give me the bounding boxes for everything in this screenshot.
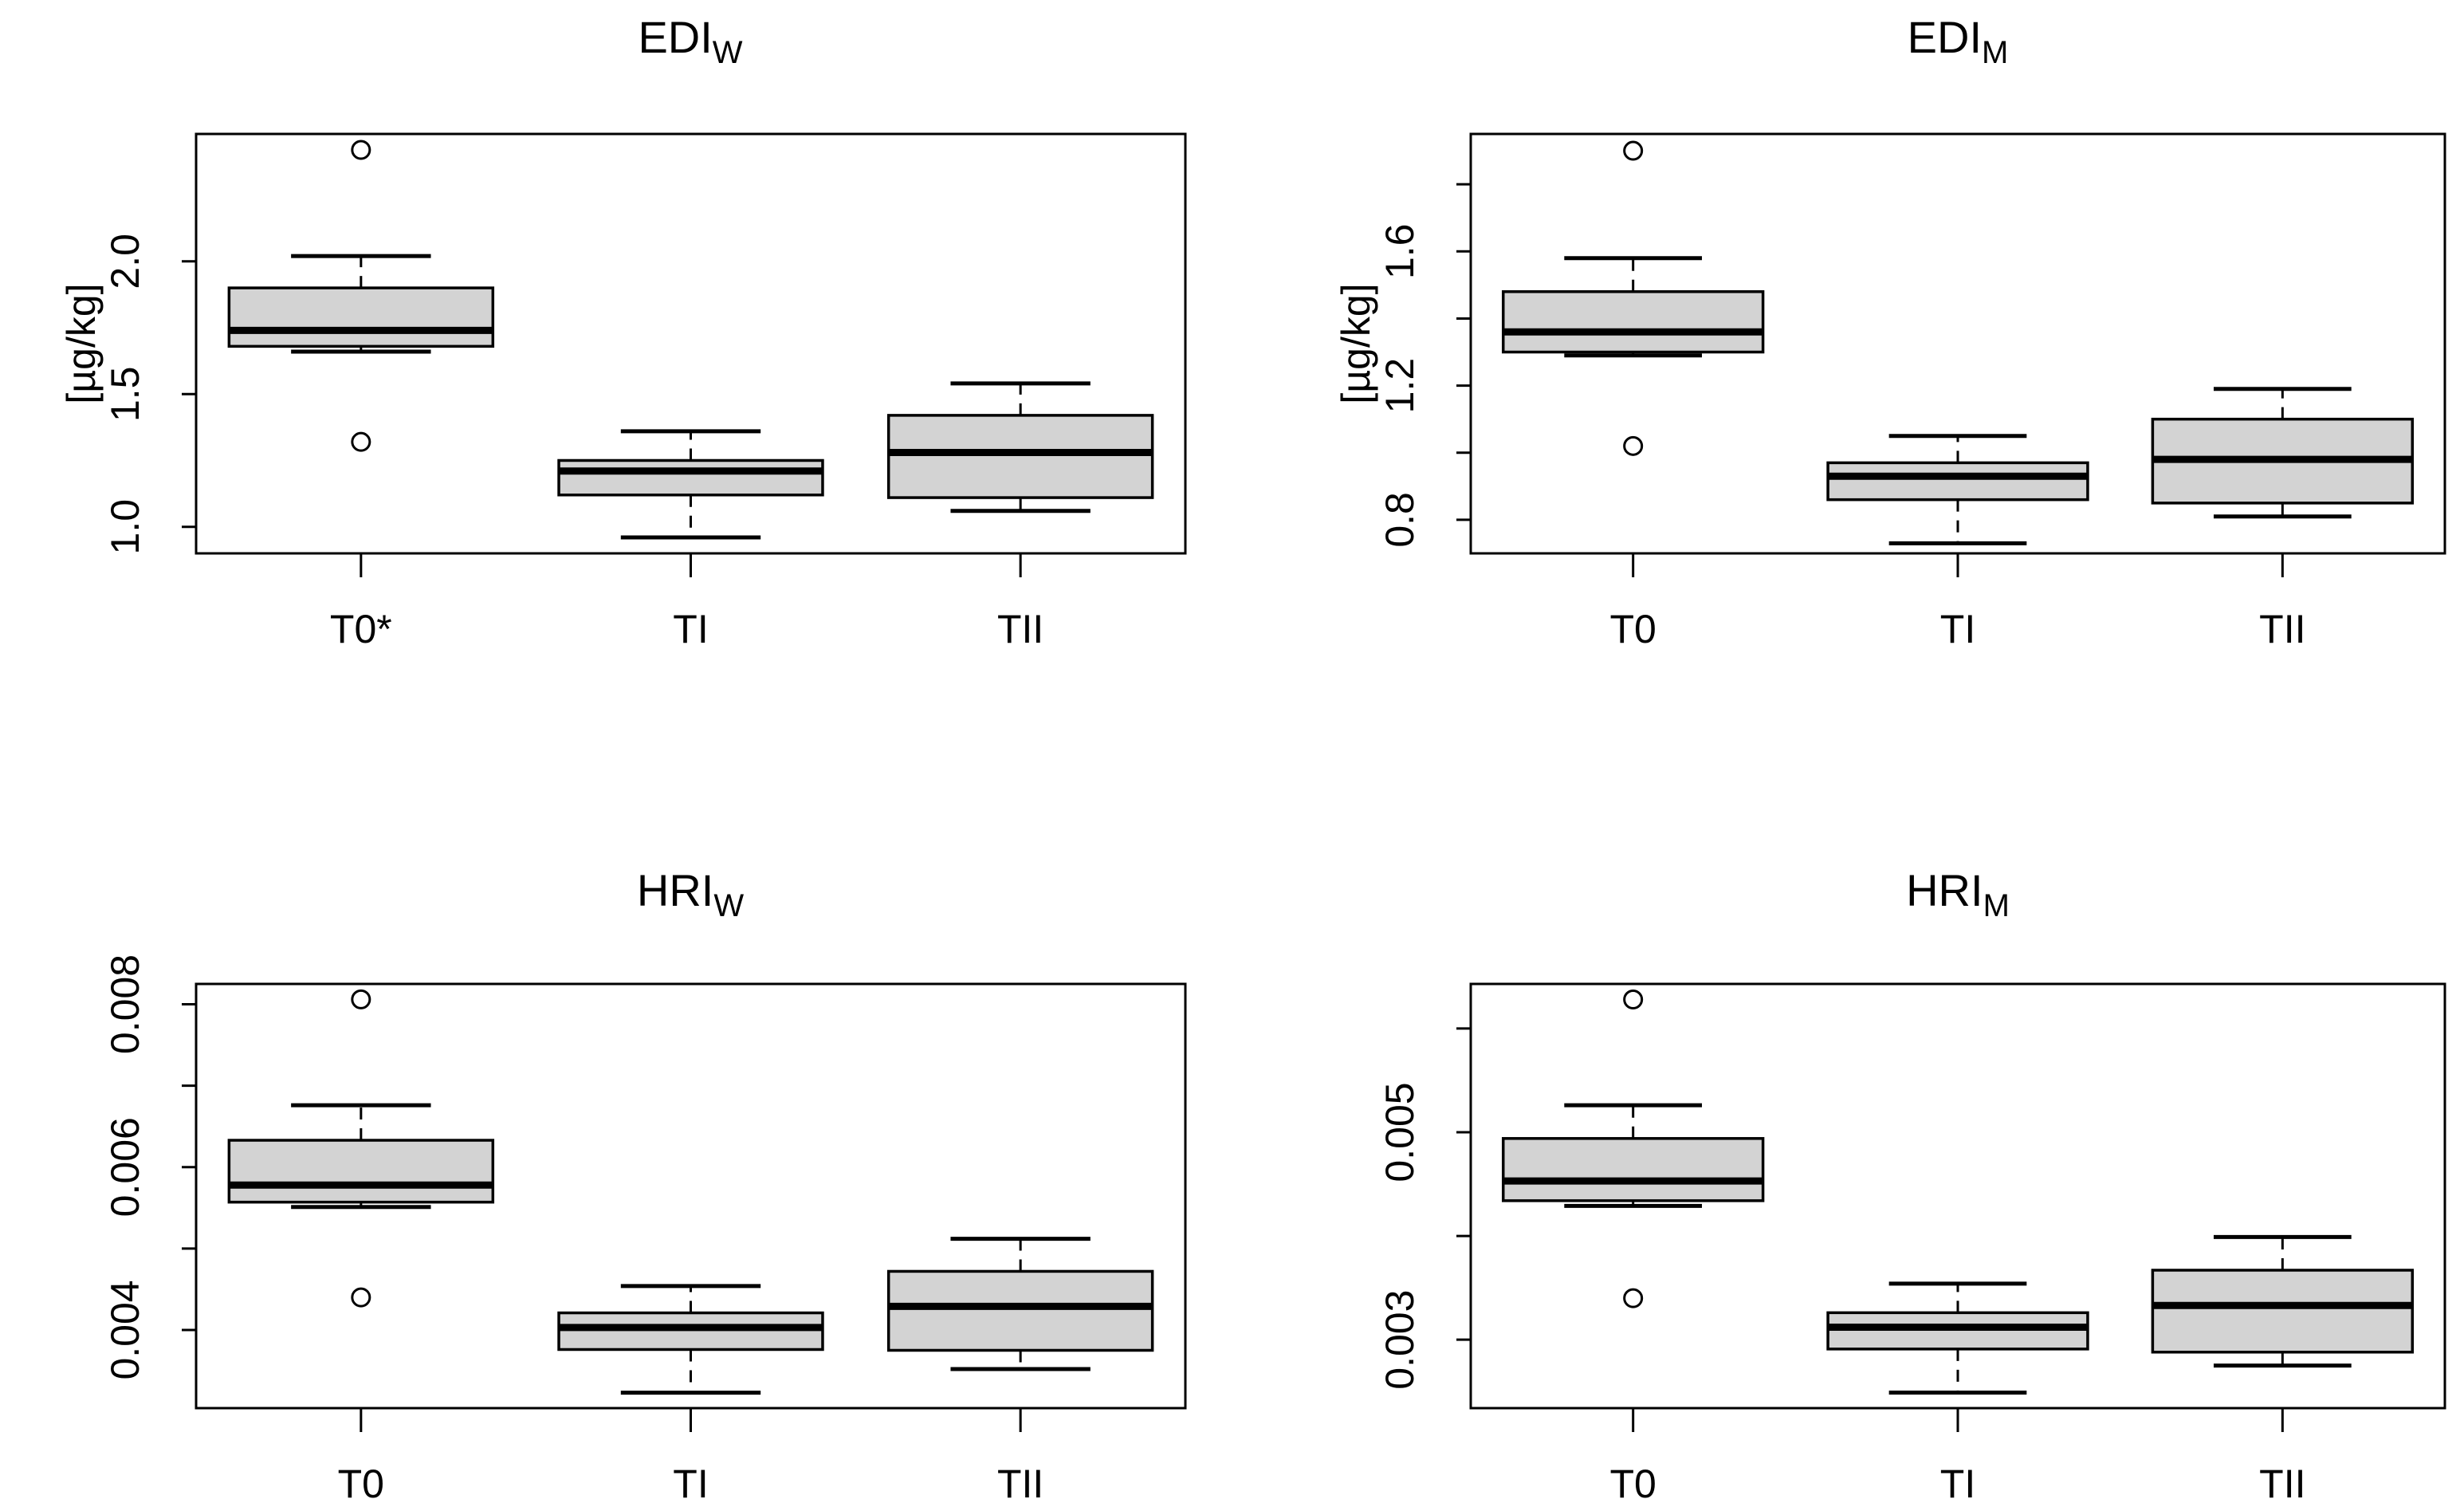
- iqr-box: [227, 1139, 495, 1204]
- y-tick-label: 0.8: [1377, 492, 1422, 548]
- panel-hri-w: HRIW 0.004 0.006 0.008 T0 TI TII: [103, 865, 1187, 1506]
- iqr-box: [557, 458, 824, 497]
- panel-edi-w: EDIW [µg/kg] 1.0 1.5 2.0 T0* TI TII: [59, 12, 1187, 651]
- boxplot-ti: TI: [557, 1284, 824, 1506]
- panel-title: EDIW: [638, 12, 742, 70]
- x-category-label: TI: [1940, 607, 1975, 651]
- x-category-label: TII: [2259, 1462, 2305, 1503]
- iqr-box: [1501, 1137, 1765, 1202]
- panel-title-subscript: M: [1982, 35, 2008, 70]
- y-tick-label: 1.2: [1377, 358, 1422, 414]
- x-category-label: T0: [1609, 607, 1656, 651]
- y-tick-label: 1.6: [1377, 224, 1422, 280]
- x-category-label: T0*: [330, 607, 392, 651]
- y-tick-label: 2.0: [103, 234, 147, 289]
- outlier-point: [1623, 140, 1644, 161]
- x-category-label: TII: [997, 607, 1043, 651]
- iqr-box: [227, 286, 495, 348]
- panel-hri-m: HRIM 0.003 0.005 T0 TI TII: [1377, 865, 2446, 1506]
- x-category-label: T0: [1609, 1462, 1656, 1503]
- panel-title-subscript: M: [1983, 888, 2010, 923]
- panel-title-main: HRI: [1906, 865, 1983, 915]
- iqr-box: [1501, 290, 1765, 354]
- y-tick-label: 1.5: [103, 366, 147, 422]
- y-tick-label: 0.003: [1377, 1290, 1422, 1390]
- panel-title-main: EDI: [1908, 12, 1982, 62]
- panel-title-subscript: W: [713, 888, 744, 923]
- outlier-point: [351, 140, 371, 160]
- boxplot-tii: TII: [886, 1237, 1154, 1506]
- iqr-box: [886, 1269, 1154, 1352]
- iqr-box: [1826, 461, 2089, 502]
- outlier-point: [351, 431, 371, 452]
- boxplot-ti: TI: [1826, 434, 2089, 651]
- x-category-label: T0: [338, 1462, 384, 1503]
- boxplot-t0: T0: [1501, 140, 1765, 651]
- y-tick-label: 1.0: [103, 499, 147, 555]
- boxplot-t0: T0: [227, 989, 495, 1506]
- panel-title: EDIM: [1908, 12, 2009, 70]
- y-tick-label: 0.004: [103, 1280, 147, 1379]
- x-category-label: TII: [997, 1462, 1043, 1503]
- iqr-box: [1826, 1311, 2089, 1351]
- iqr-box: [557, 1311, 824, 1352]
- x-category-label: TI: [673, 607, 708, 651]
- outlier-point: [1623, 1288, 1644, 1308]
- panel-title-main: HRI: [637, 865, 713, 915]
- boxplot-t0star: T0*: [227, 140, 495, 651]
- iqr-box: [886, 414, 1154, 499]
- panel-title: HRIM: [1906, 865, 2010, 923]
- boxplot-ti: TI: [557, 429, 824, 651]
- boxplot-tii: TII: [2151, 1234, 2415, 1506]
- boxplot-t0: T0: [1501, 990, 1765, 1506]
- outlier-point: [1623, 990, 1644, 1010]
- boxplot-tii: TII: [886, 381, 1154, 651]
- y-axis-label: [µg/kg]: [59, 283, 104, 403]
- panel-edi-m: EDIM [µg/kg] 0.8 1.2 1.6 T0 TI TII: [1334, 12, 2446, 651]
- y-axis-label: [µg/kg]: [1334, 283, 1378, 403]
- iqr-box: [2151, 1269, 2415, 1354]
- y-tick-label: 0.008: [103, 954, 147, 1054]
- y-tick-label: 0.005: [1377, 1082, 1422, 1182]
- x-category-label: TI: [1940, 1462, 1975, 1503]
- panel-title: HRIW: [637, 865, 744, 923]
- y-tick-label: 0.006: [103, 1117, 147, 1217]
- x-category-label: TI: [673, 1462, 708, 1503]
- boxplot-ti: TI: [1826, 1281, 2089, 1506]
- outlier-point: [351, 989, 371, 1009]
- boxplot-tii: TII: [2151, 387, 2415, 651]
- x-category-label: TII: [2259, 607, 2305, 651]
- outlier-point: [1623, 435, 1644, 456]
- outlier-point: [351, 1287, 371, 1308]
- panel-title-main: EDI: [638, 12, 712, 62]
- panel-title-subscript: W: [713, 35, 743, 70]
